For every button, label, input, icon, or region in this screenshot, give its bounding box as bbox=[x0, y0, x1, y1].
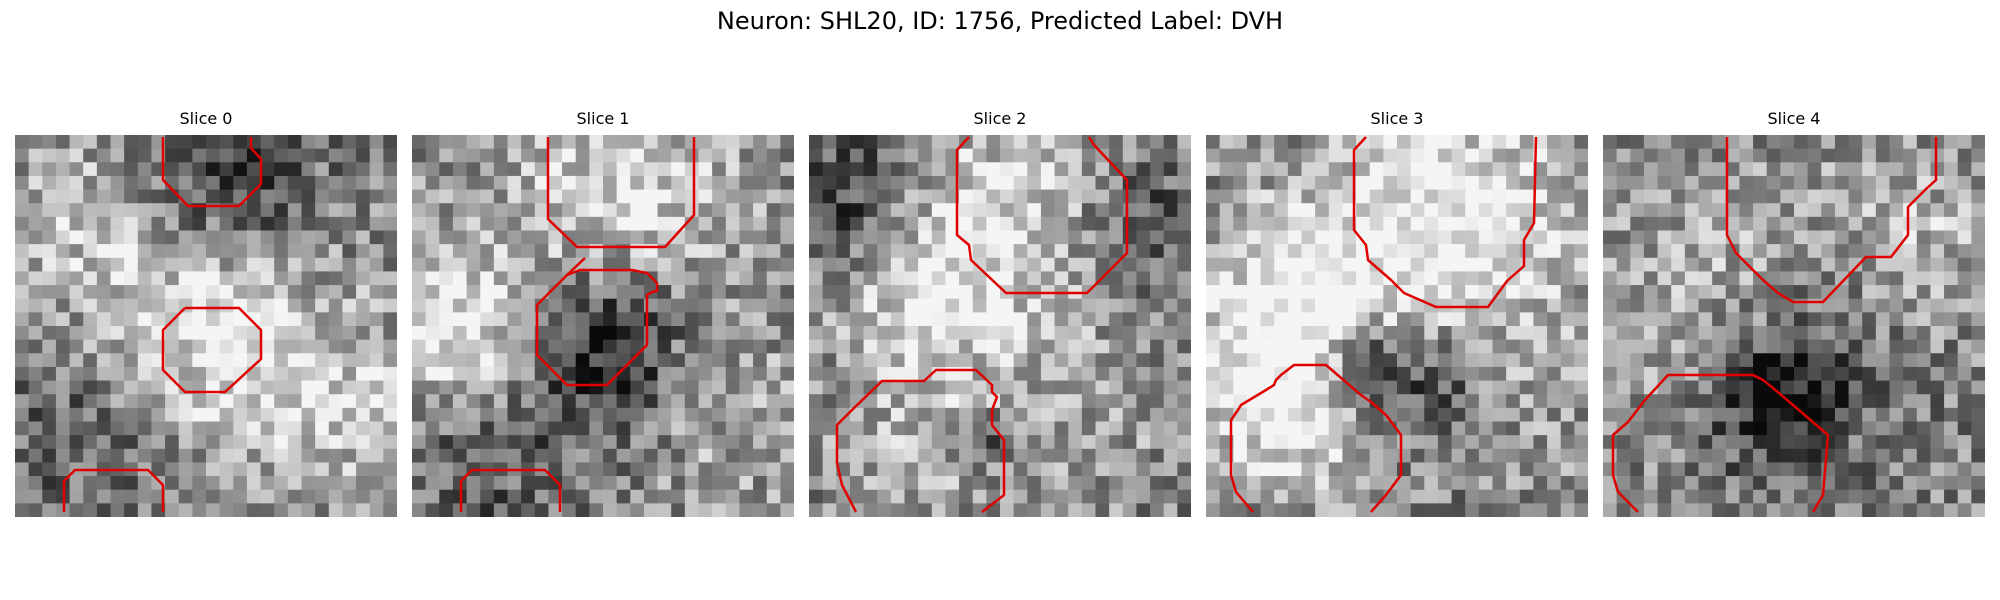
contour-line bbox=[835, 368, 1006, 513]
panel-slice-4: Slice 4 bbox=[1603, 109, 1985, 517]
panel-title: Slice 1 bbox=[576, 109, 630, 128]
contour-group bbox=[835, 136, 1129, 513]
panel-slice-3: Slice 3 bbox=[1206, 109, 1588, 517]
contour-group bbox=[459, 137, 696, 512]
panel-slice-0: Slice 0 bbox=[15, 109, 397, 517]
panel-title: Slice 0 bbox=[179, 109, 233, 128]
slice-image bbox=[1603, 135, 1985, 517]
contour-line bbox=[546, 137, 696, 249]
contour-line bbox=[161, 306, 263, 394]
figure-title: Neuron: SHL20, ID: 1756, Predicted Label… bbox=[716, 7, 1284, 35]
slice-image bbox=[412, 135, 794, 517]
contour-line bbox=[955, 136, 1129, 295]
contour-line bbox=[1725, 137, 1938, 304]
contour-group bbox=[1611, 137, 1938, 513]
slice-image bbox=[1206, 135, 1588, 517]
slice-image bbox=[15, 135, 397, 517]
contour-line bbox=[62, 468, 165, 512]
contour-line bbox=[161, 137, 263, 208]
contour-line bbox=[1611, 373, 1830, 513]
contour-group bbox=[62, 137, 263, 512]
contour-line bbox=[535, 257, 659, 387]
panel-title: Slice 4 bbox=[1767, 109, 1821, 128]
panel-slice-1: Slice 1 bbox=[412, 109, 794, 517]
panel-title: Slice 3 bbox=[1370, 109, 1424, 128]
contour-line bbox=[1229, 363, 1403, 513]
contour-line bbox=[459, 468, 562, 512]
contour-line bbox=[1352, 136, 1538, 309]
contour-group bbox=[1229, 136, 1538, 513]
slice-image bbox=[809, 135, 1191, 517]
panel-slice-2: Slice 2 bbox=[809, 109, 1191, 517]
panel-title: Slice 2 bbox=[973, 109, 1027, 128]
